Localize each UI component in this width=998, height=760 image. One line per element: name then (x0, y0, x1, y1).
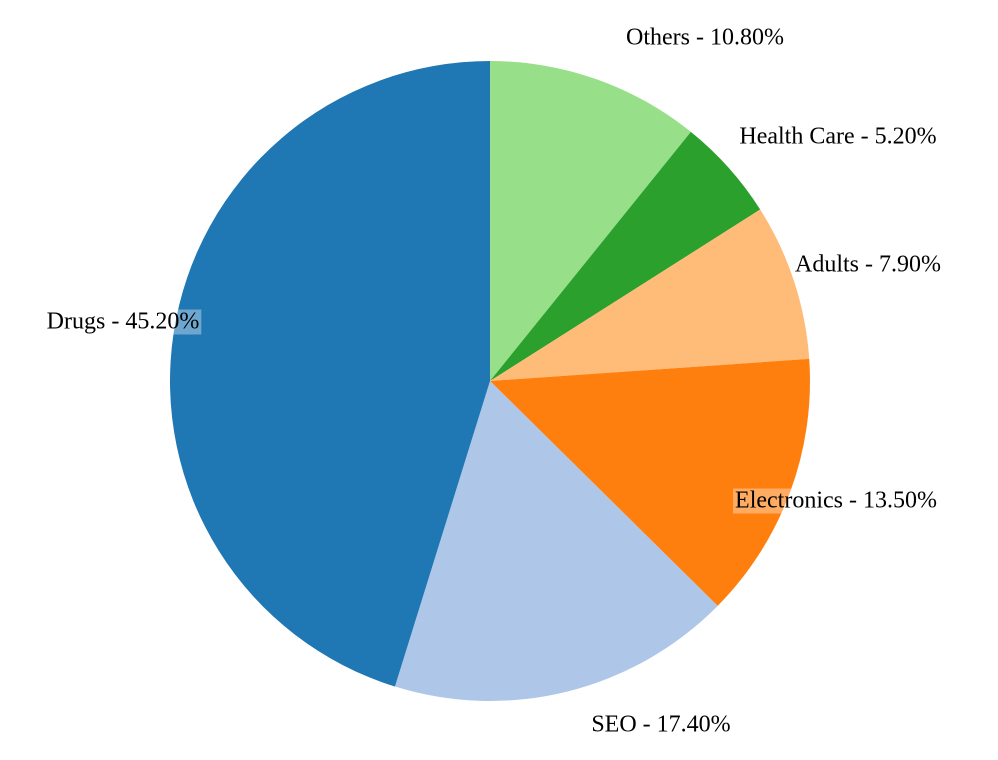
slice-label-group: SEO - 17.40% (591, 712, 730, 738)
slice-label-group: Electronics - 13.50% (733, 488, 939, 514)
pie-slice-seo (394, 381, 718, 701)
pie-slice-others (490, 61, 691, 381)
slice-label-adults: Adults - 7.90% (795, 252, 941, 278)
pie-slice-health-care (490, 131, 761, 381)
slice-label-electronics: Electronics - 13.50% (735, 488, 937, 514)
slice-label-health-care: Health Care - 5.20% (739, 124, 936, 150)
slice-label-background (793, 252, 943, 278)
slice-label-others: Others - 10.80% (626, 25, 784, 51)
pie-labels: Others - 10.80% Health Care - 5.20% Adults… (44, 25, 943, 738)
pie-slices (170, 61, 811, 701)
slice-label-group: Drugs - 45.20% (44, 309, 202, 335)
slice-label-group: Others - 10.80% (626, 25, 784, 51)
slice-label-background (44, 309, 202, 335)
slice-label-group: Health Care - 5.20% (739, 124, 936, 150)
slice-label-group: Adults - 7.90% (793, 252, 943, 278)
pie-slice-adults (490, 209, 810, 381)
slice-label-drugs: Drugs - 45.20% (47, 309, 200, 335)
slice-label-background (733, 488, 939, 514)
pie-slice-drugs (170, 61, 490, 687)
slice-label-seo: SEO - 17.40% (591, 712, 730, 738)
pie-slice-electronics (490, 358, 811, 606)
